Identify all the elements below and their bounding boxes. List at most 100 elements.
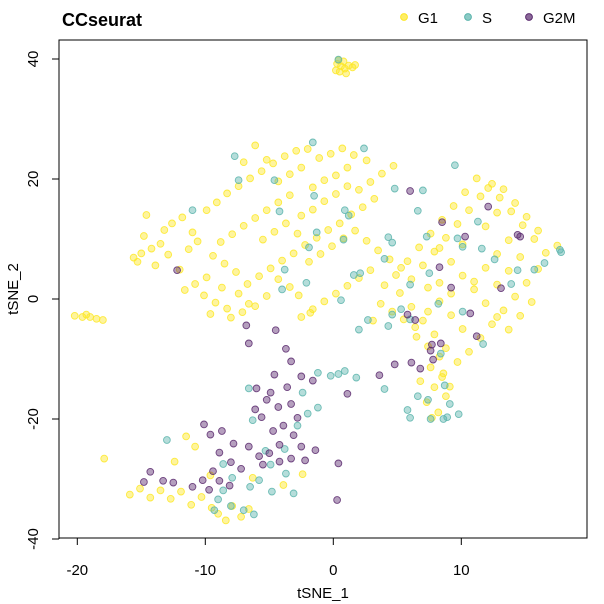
data-point: [513, 230, 522, 239]
data-point: [343, 182, 352, 191]
data-point: [159, 476, 167, 485]
data-point: [416, 377, 425, 386]
data-point: [280, 265, 289, 274]
data-point: [285, 283, 294, 291]
data-point: [497, 284, 505, 293]
data-point: [343, 389, 352, 398]
data-point: [229, 439, 238, 448]
data-point: [151, 261, 160, 270]
data-point: [513, 266, 522, 275]
data-point: [262, 206, 271, 215]
data-point: [78, 313, 87, 321]
data-point: [282, 469, 290, 478]
data-point: [234, 289, 243, 298]
data-point: [246, 174, 254, 183]
data-point: [472, 332, 481, 341]
data-point: [156, 239, 165, 248]
data-point: [274, 198, 283, 207]
y-axis: -40 -20 0 20 40: [25, 51, 60, 550]
data-point: [280, 445, 289, 453]
data-point: [557, 248, 565, 257]
data-point: [351, 61, 359, 69]
data-point: [370, 194, 379, 203]
data-point: [311, 446, 320, 455]
data-point: [453, 234, 462, 243]
data-point: [223, 189, 231, 198]
data-point: [191, 442, 199, 451]
data-point: [461, 232, 469, 241]
data-point: [481, 222, 490, 231]
legend-marker-g1: [400, 13, 408, 21]
data-point: [428, 340, 436, 349]
data-point: [424, 283, 432, 292]
data-point: [285, 191, 294, 200]
x-tick-label: 0: [329, 562, 337, 579]
data-point: [255, 272, 263, 281]
data-point: [232, 268, 240, 276]
data-point: [275, 457, 284, 466]
data-point: [481, 263, 490, 272]
data-point: [216, 238, 225, 246]
data-point: [438, 215, 446, 224]
data-point: [257, 167, 266, 176]
data-point: [266, 264, 275, 273]
data-point: [164, 250, 173, 259]
data-point: [255, 476, 263, 485]
data-point: [271, 326, 280, 335]
data-point: [209, 467, 217, 476]
data-point: [389, 161, 398, 170]
data-point: [266, 388, 275, 397]
data-point: [364, 316, 372, 324]
data-point: [355, 185, 363, 194]
data-point: [133, 257, 142, 266]
points-layer: [70, 55, 565, 525]
data-point: [261, 446, 270, 455]
data-point: [412, 332, 421, 341]
data-point: [163, 436, 171, 444]
data-point: [220, 259, 229, 268]
data-point: [436, 349, 445, 358]
data-point: [481, 299, 490, 308]
data-point: [212, 198, 221, 207]
data-point: [424, 307, 432, 316]
data-point: [356, 269, 365, 278]
y-tick-label: 0: [25, 295, 42, 303]
data-point: [293, 413, 302, 422]
data-point: [366, 266, 375, 275]
data-point: [168, 219, 176, 228]
data-point: [297, 442, 306, 451]
data-point: [306, 308, 315, 317]
data-point: [302, 278, 311, 287]
data-point: [251, 302, 260, 311]
data-point: [314, 368, 322, 377]
data-point: [328, 242, 336, 251]
data-point: [507, 280, 516, 288]
data-point: [219, 486, 228, 495]
data-point: [384, 233, 393, 242]
data-point: [403, 310, 412, 319]
data-point: [70, 311, 79, 320]
data-point: [388, 310, 397, 319]
x-tick-label: -10: [194, 562, 216, 579]
data-point: [447, 283, 455, 292]
legend-marker-g2m: [525, 13, 533, 21]
data-point: [493, 208, 501, 217]
data-point: [188, 206, 197, 215]
data-point: [522, 212, 531, 221]
data-point: [339, 235, 348, 244]
data-point: [388, 238, 397, 247]
data-point: [146, 467, 155, 476]
series-g2m: [140, 187, 525, 504]
data-point: [416, 364, 425, 373]
data-point: [228, 473, 237, 482]
data-point: [316, 250, 325, 258]
data-point: [438, 218, 446, 227]
data-point: [282, 219, 290, 228]
data-point: [413, 206, 422, 215]
data-point: [257, 413, 266, 422]
data-point: [439, 415, 448, 423]
legend: G1 S G2M: [400, 10, 576, 27]
data-point: [305, 257, 313, 266]
data-point: [137, 249, 146, 258]
